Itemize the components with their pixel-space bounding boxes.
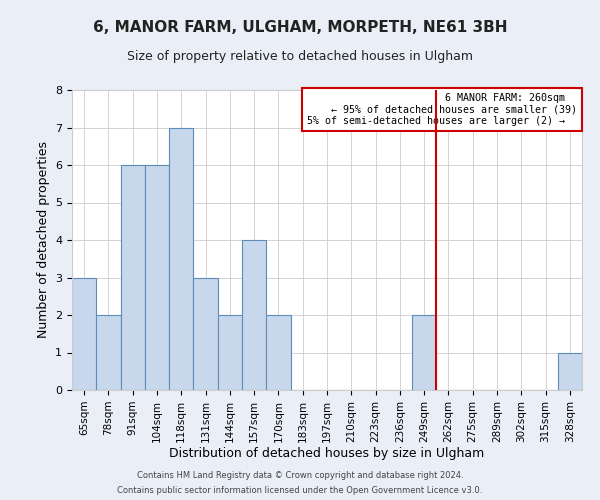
- Bar: [242, 240, 266, 390]
- Text: Size of property relative to detached houses in Ulgham: Size of property relative to detached ho…: [127, 50, 473, 63]
- Bar: [96, 315, 121, 390]
- Bar: [412, 315, 436, 390]
- Bar: [218, 315, 242, 390]
- Text: 6, MANOR FARM, ULGHAM, MORPETH, NE61 3BH: 6, MANOR FARM, ULGHAM, MORPETH, NE61 3BH: [93, 20, 507, 35]
- Text: Contains HM Land Registry data © Crown copyright and database right 2024.: Contains HM Land Registry data © Crown c…: [137, 471, 463, 480]
- X-axis label: Distribution of detached houses by size in Ulgham: Distribution of detached houses by size …: [169, 448, 485, 460]
- Bar: [72, 278, 96, 390]
- Text: 6 MANOR FARM: 260sqm  
← 95% of detached houses are smaller (39)
5% of semi-deta: 6 MANOR FARM: 260sqm ← 95% of detached h…: [307, 93, 577, 126]
- Bar: [121, 165, 145, 390]
- Bar: [169, 128, 193, 390]
- Y-axis label: Number of detached properties: Number of detached properties: [37, 142, 50, 338]
- Bar: [266, 315, 290, 390]
- Bar: [558, 352, 582, 390]
- Text: Contains public sector information licensed under the Open Government Licence v3: Contains public sector information licen…: [118, 486, 482, 495]
- Bar: [145, 165, 169, 390]
- Bar: [193, 278, 218, 390]
